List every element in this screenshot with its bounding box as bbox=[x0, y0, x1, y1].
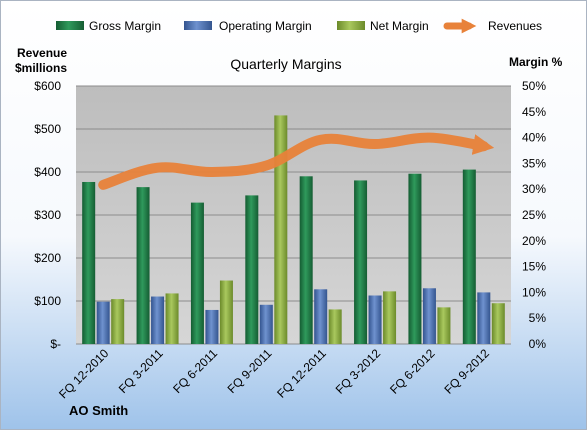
bar-net-margin bbox=[111, 299, 125, 344]
legend-item-operating-margin: Operating Margin bbox=[184, 19, 312, 33]
legend-label-revenues: Revenues bbox=[488, 19, 542, 33]
y-axis-left-tick-label: $- bbox=[50, 337, 61, 351]
x-axis-tick-label: FQ 3-2011 bbox=[116, 346, 166, 396]
y-axis-right-label: Margin % bbox=[509, 55, 563, 69]
bar-gross-margin bbox=[354, 180, 368, 344]
y-axis-right-tick-label: 40% bbox=[522, 131, 546, 145]
x-axis-tick-label: FQ 3-2012 bbox=[333, 346, 384, 397]
bar-operating-margin bbox=[422, 288, 436, 344]
legend-label-net-margin: Net Margin bbox=[370, 19, 429, 33]
y-axis-right-tick-label: 10% bbox=[522, 285, 546, 299]
y-axis-right-tick-label: 15% bbox=[522, 260, 546, 274]
bar-operating-margin bbox=[477, 292, 491, 344]
x-axis-tick-label: FQ 6-2012 bbox=[387, 346, 438, 397]
y-axis-right-tick-label: 0% bbox=[529, 337, 547, 351]
y-axis-right-tick-label: 45% bbox=[522, 105, 546, 119]
bars bbox=[82, 115, 505, 344]
bar-gross-margin bbox=[462, 169, 476, 344]
revenue-line-group bbox=[98, 132, 495, 190]
bar-net-margin bbox=[437, 307, 451, 344]
legend-label-operating-margin: Operating Margin bbox=[219, 19, 312, 33]
y-axis-left-ticks: $- $100 $200 $300 $400 $500 $600 bbox=[34, 79, 61, 351]
bar-net-margin bbox=[165, 293, 179, 344]
chart-title: Quarterly Margins bbox=[230, 56, 341, 72]
x-axis-tick-label: FQ 12-2010 bbox=[56, 346, 111, 401]
bar-gross-margin bbox=[136, 187, 150, 344]
revenues-line bbox=[98, 132, 495, 190]
bar-gross-margin bbox=[299, 176, 313, 344]
bar-operating-margin bbox=[259, 304, 273, 344]
bar-gross-margin bbox=[245, 195, 259, 344]
bar-gross-margin bbox=[190, 202, 204, 344]
legend-item-gross-margin: Gross Margin bbox=[56, 19, 161, 33]
y-axis-left-tick-label: $200 bbox=[34, 251, 61, 265]
y-axis-left-tick-label: $300 bbox=[34, 208, 61, 222]
x-axis-tick-label: FQ 9-2012 bbox=[441, 346, 492, 397]
legend-item-net-margin: Net Margin bbox=[337, 19, 429, 33]
x-axis-tick-label: FQ 6-2011 bbox=[170, 346, 220, 396]
bar-operating-margin bbox=[96, 301, 110, 344]
y-axis-right-tick-label: 20% bbox=[522, 234, 546, 248]
bar-net-margin bbox=[274, 115, 288, 344]
bar-operating-margin bbox=[151, 296, 165, 344]
y-axis-left-tick-label: $500 bbox=[34, 122, 61, 136]
bar-operating-margin bbox=[314, 289, 328, 344]
x-axis-ticks: FQ 12-2010 FQ 3-2011 FQ 6-2011 FQ 9-2011 FQ … bbox=[56, 346, 492, 401]
bar-gross-margin bbox=[82, 181, 96, 344]
bar-net-margin bbox=[219, 280, 233, 344]
bar-gross-margin bbox=[408, 173, 422, 344]
y-axis-right-ticks: 0% 5% 10% 15% 20% 25% 30% 35% 40% 45% 50% bbox=[522, 79, 546, 351]
bar-operating-margin bbox=[368, 295, 382, 344]
y-axis-left-label-line2: $millions bbox=[15, 61, 67, 75]
y-axis-left-tick-label: $400 bbox=[34, 165, 61, 179]
company-name: AO Smith bbox=[69, 403, 128, 418]
y-axis-right-tick-label: 25% bbox=[522, 208, 546, 222]
y-axis-right-tick-label: 30% bbox=[522, 182, 546, 196]
y-axis-left-label-line1: Revenue bbox=[17, 46, 67, 60]
legend-label-gross-margin: Gross Margin bbox=[89, 19, 161, 33]
legend-swatch-gross-margin bbox=[56, 21, 84, 30]
y-axis-right-tick-label: 35% bbox=[522, 156, 546, 170]
x-axis-tick-label: FQ 12-2011 bbox=[274, 346, 329, 401]
legend-swatch-operating-margin bbox=[184, 21, 212, 30]
y-axis-right-tick-label: 50% bbox=[522, 79, 546, 93]
legend-item-revenues: Revenues bbox=[443, 18, 542, 34]
bar-net-margin bbox=[383, 291, 397, 344]
bar-net-margin bbox=[328, 309, 342, 344]
bar-net-margin bbox=[491, 303, 505, 344]
legend: Gross Margin Operating Margin Net Margin… bbox=[56, 18, 542, 34]
y-axis-left-tick-label: $100 bbox=[34, 294, 61, 308]
x-axis-tick-label: FQ 9-2011 bbox=[225, 346, 275, 396]
legend-swatch-net-margin bbox=[337, 21, 365, 30]
y-axis-right-tick-label: 5% bbox=[529, 311, 547, 325]
bar-operating-margin bbox=[205, 309, 219, 344]
y-axis-left-tick-label: $600 bbox=[34, 79, 61, 93]
